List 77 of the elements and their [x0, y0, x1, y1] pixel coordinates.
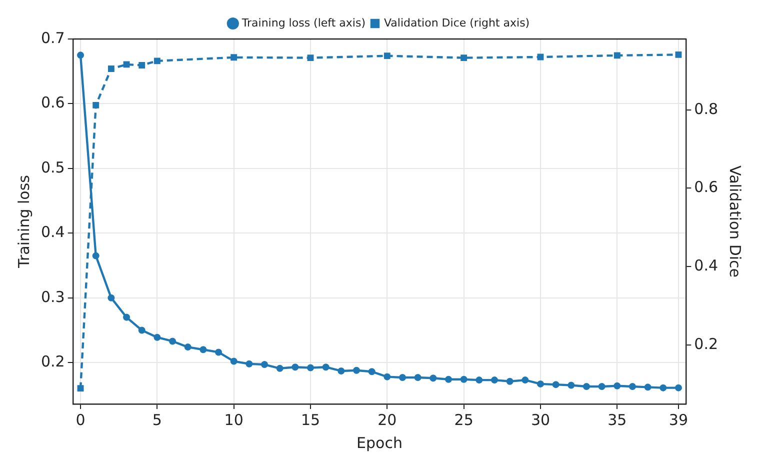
point: [430, 374, 437, 382]
point: [138, 326, 146, 334]
x-tick-label: 39: [668, 410, 688, 429]
x-tick-label: 25: [454, 410, 474, 429]
x-tick-label: 0: [76, 410, 86, 429]
y2-tick-label: 0.4: [694, 256, 718, 274]
point: [660, 384, 667, 392]
point: [506, 378, 514, 385]
point: [92, 102, 100, 108]
point: [307, 54, 314, 62]
y-tick-label: 0.4: [40, 223, 65, 242]
x-tick-label: 35: [608, 410, 627, 429]
point: [215, 348, 222, 356]
x-tick-label: 5: [152, 410, 162, 429]
point: [614, 52, 620, 59]
point: [460, 376, 468, 383]
point: [123, 314, 130, 321]
point: [292, 364, 299, 371]
point: [138, 62, 146, 68]
legend-label: Validation Dice (right axis): [384, 16, 530, 30]
point: [184, 344, 192, 351]
point: [230, 358, 238, 365]
point: [675, 51, 682, 58]
point: [353, 366, 360, 374]
y2-tick-label: 0.8: [694, 100, 718, 118]
y2-tick-label: 0.6: [694, 178, 718, 196]
y2-tick-label: 0.2: [694, 334, 718, 353]
y-axis-title: Training loss: [14, 174, 33, 269]
x-tick-label: 15: [300, 410, 320, 429]
point: [261, 361, 268, 368]
x-tick-label: 30: [530, 410, 550, 429]
point: [77, 52, 84, 59]
point: [644, 384, 652, 391]
y-tick-label: 0.6: [40, 94, 65, 112]
point: [338, 367, 345, 374]
point: [384, 373, 391, 380]
point: [598, 383, 606, 390]
point: [552, 381, 560, 388]
point: [123, 61, 130, 68]
point: [77, 385, 84, 392]
point: [614, 382, 621, 390]
legend-label: Training loss (left axis): [240, 16, 366, 30]
point: [536, 380, 544, 388]
x-tick-label: 10: [224, 410, 244, 429]
point: [276, 364, 284, 372]
point: [246, 360, 253, 368]
point: [368, 368, 376, 376]
point: [322, 364, 330, 371]
point: [108, 66, 114, 72]
y-tick-label: 0.5: [40, 158, 65, 176]
point: [522, 376, 529, 384]
y-tick-label: 0.2: [40, 352, 65, 370]
point: [154, 58, 160, 64]
y-tick-label: 0.3: [40, 288, 65, 306]
x-axis-title: Epoch: [356, 434, 402, 452]
point: [476, 376, 483, 384]
point: [92, 252, 100, 260]
point: [582, 383, 590, 390]
point: [444, 376, 452, 383]
point: [307, 364, 314, 372]
point: [108, 294, 115, 302]
point: [154, 334, 161, 341]
point: [399, 374, 406, 381]
point: [490, 376, 498, 384]
point: [460, 54, 468, 62]
point: [169, 338, 176, 345]
point: [200, 346, 207, 354]
x-tick-label: 20: [378, 410, 397, 429]
point: [414, 374, 422, 381]
y2-axis-title: Validation Dice: [726, 165, 744, 278]
point: [674, 384, 682, 392]
point: [384, 52, 390, 60]
y-tick-label: 0.7: [40, 28, 65, 47]
point: [230, 54, 238, 61]
point: [568, 382, 575, 389]
point: [628, 383, 636, 390]
point: [537, 54, 544, 60]
